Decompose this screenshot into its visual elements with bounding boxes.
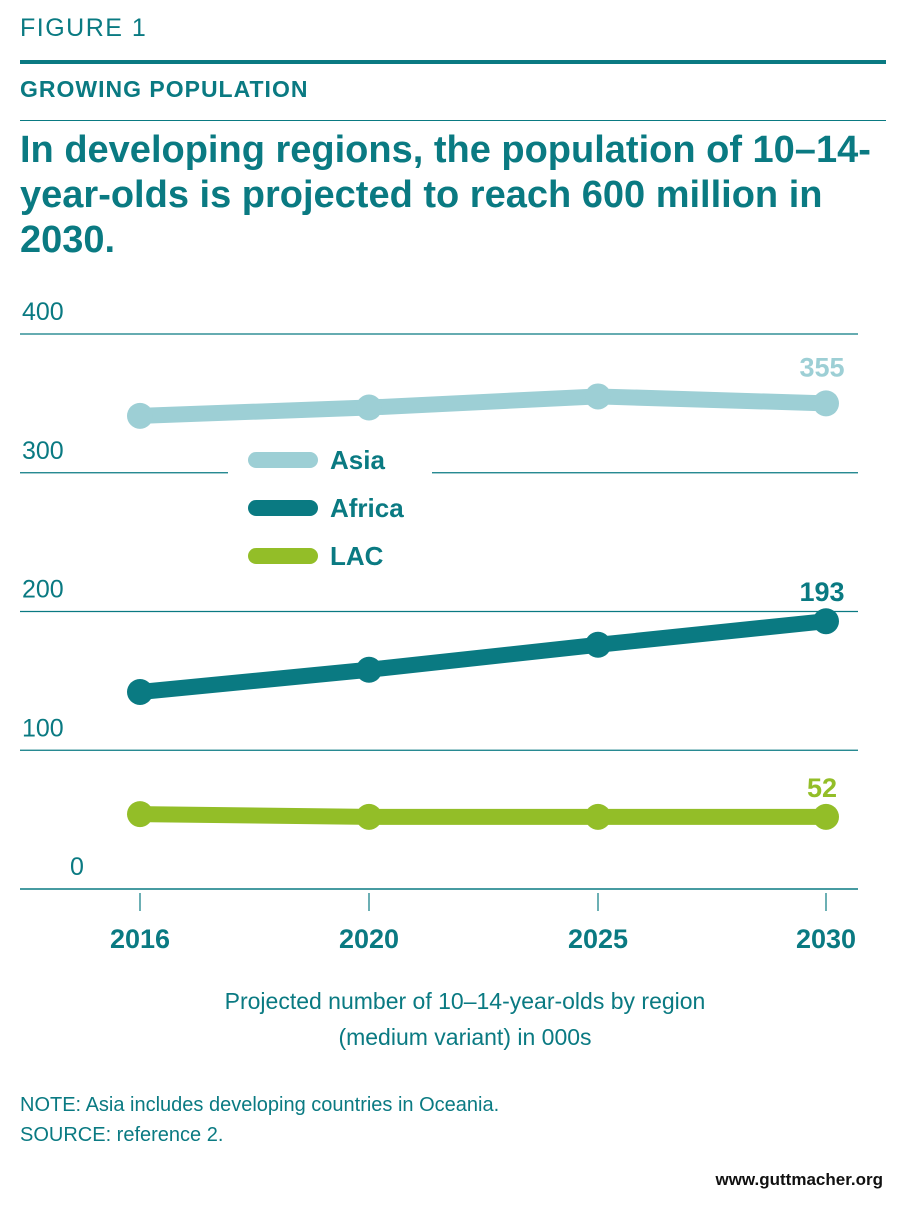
data-point-lac-2020 <box>356 803 382 830</box>
data-point-asia-2016 <box>127 402 153 429</box>
y-tick-label-100: 100 <box>22 714 64 742</box>
x-tick-label-2025: 2025 <box>568 924 628 954</box>
series-line-asia <box>132 388 834 424</box>
data-point-asia-2025 <box>585 383 611 410</box>
data-point-africa-2016 <box>127 678 153 705</box>
y-tick-label-400: 400 <box>22 298 64 326</box>
data-point-asia-2030 <box>813 390 839 417</box>
y-tick-label-300: 300 <box>22 437 64 465</box>
chart-caption: Projected number of 10–14-year-olds by r… <box>100 983 830 1055</box>
data-point-lac-2025 <box>585 803 611 830</box>
footer-url: www.guttmacher.org <box>715 1170 883 1189</box>
x-tick-label-2020: 2020 <box>339 924 399 954</box>
legend-label-lac: LAC <box>330 541 384 571</box>
x-tick-label-2030: 2030 <box>796 924 856 954</box>
data-point-africa-2025 <box>585 631 611 658</box>
line-chart: 0 100 200 300 400 2016 2020 2025 2030 Asia Africa L… <box>20 298 858 954</box>
data-point-asia-2020 <box>356 394 382 421</box>
y-tick-label-200: 200 <box>22 576 64 604</box>
data-point-africa-2030 <box>813 608 839 635</box>
end-label-asia: 355 <box>799 352 844 382</box>
end-label-africa: 193 <box>799 577 844 607</box>
kicker-rule <box>20 120 886 121</box>
figure-label: FIGURE 1 <box>20 14 148 42</box>
data-point-lac-2030 <box>813 803 839 830</box>
top-rule <box>20 60 886 64</box>
notes: NOTE: Asia includes developing countries… <box>20 1090 499 1150</box>
data-point-africa-2020 <box>356 656 382 683</box>
source-text: SOURCE: reference 2. <box>20 1124 224 1146</box>
caption-line-1: Projected number of 10–14-year-olds by r… <box>224 988 706 1014</box>
legend-label-africa: Africa <box>330 493 404 523</box>
data-point-lac-2016 <box>127 801 153 828</box>
chart-headline: In developing regions, the population of… <box>20 129 871 261</box>
chart-kicker: GROWING POPULATION <box>20 76 309 102</box>
y-tick-label-0: 0 <box>70 853 84 881</box>
end-label-lac: 52 <box>807 773 837 803</box>
note-text: NOTE: Asia includes developing countries… <box>20 1094 500 1116</box>
series-line-africa <box>132 613 834 700</box>
caption-line-2: (medium variant) in 000s <box>338 1024 592 1050</box>
x-tick-label-2016: 2016 <box>110 924 170 954</box>
legend-label-asia: Asia <box>330 445 385 475</box>
series-line-lac <box>132 806 834 825</box>
